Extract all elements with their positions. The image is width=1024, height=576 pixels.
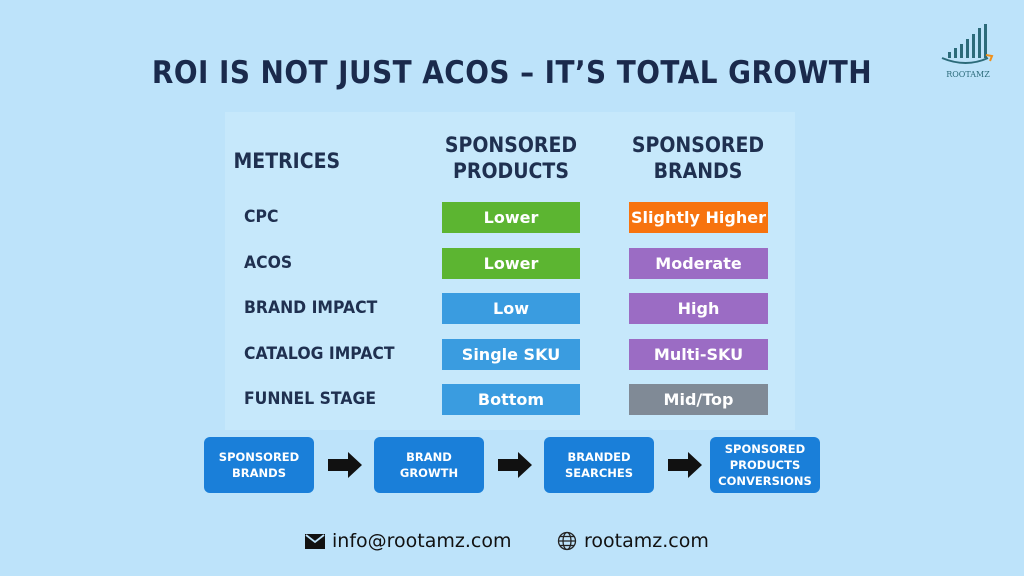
- sponsored-brands-cell: Multi-SKU: [629, 339, 768, 370]
- arrow-right-icon: [668, 452, 702, 478]
- header-sponsored-brands: SPONSORED BRANDS: [631, 133, 765, 183]
- sponsored-brands-cell: Moderate: [629, 248, 768, 279]
- email-contact[interactable]: info@rootamz.com: [305, 530, 511, 552]
- sponsored-brands-cell: Mid/Top: [629, 384, 768, 415]
- logo-bars-icon: [941, 24, 994, 64]
- flow-step: BRAND GROWTH: [374, 437, 484, 493]
- arrow-right-icon: [498, 452, 532, 478]
- logo-text: ROOTAMZ: [946, 70, 990, 79]
- metric-label: FUNNEL STAGE: [244, 389, 377, 409]
- header-metrics: METRICES: [233, 149, 341, 173]
- globe-icon: [557, 531, 577, 551]
- page-title: ROI IS NOT JUST ACOS – IT’S TOTAL GROWTH: [151, 55, 873, 91]
- website-contact[interactable]: rootamz.com: [557, 530, 709, 552]
- sponsored-products-cell: Lower: [442, 202, 580, 233]
- website-text: rootamz.com: [584, 530, 709, 552]
- sponsored-products-cell: Bottom: [442, 384, 580, 415]
- sponsored-brands-cell: High: [629, 293, 768, 324]
- header-sponsored-products: SPONSORED PRODUCTS: [444, 133, 578, 183]
- sponsored-products-cell: Lower: [442, 248, 580, 279]
- arrow-right-icon: [328, 452, 362, 478]
- flow-step: SPONSORED BRANDS: [204, 437, 314, 493]
- metric-label: CPC: [244, 207, 279, 227]
- rootamz-logo: ROOTAMZ: [936, 22, 1000, 79]
- envelope-icon: [305, 533, 325, 549]
- metric-label: ACOS: [244, 253, 293, 273]
- sponsored-products-cell: Single SKU: [442, 339, 580, 370]
- sponsored-products-cell: Low: [442, 293, 580, 324]
- flow-step: BRANDED SEARCHES: [544, 437, 654, 493]
- sponsored-brands-cell: Slightly Higher: [629, 202, 768, 233]
- email-text: info@rootamz.com: [332, 530, 512, 552]
- flow-step: SPONSORED PRODUCTS CONVERSIONS: [710, 437, 820, 493]
- metric-label: CATALOG IMPACT: [244, 344, 395, 364]
- metric-label: BRAND IMPACT: [244, 298, 378, 318]
